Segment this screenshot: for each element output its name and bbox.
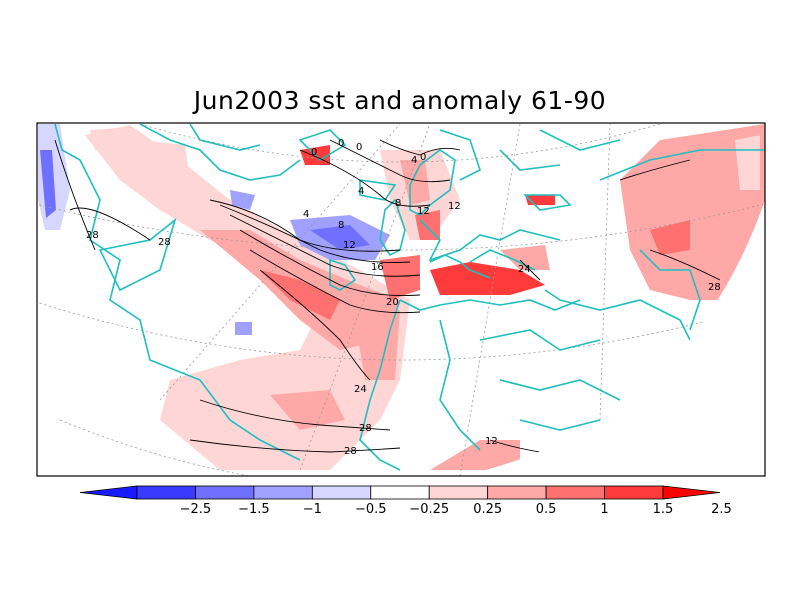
colorbar-tick-label: 1.5	[653, 502, 674, 517]
contour-label: 4	[411, 155, 417, 166]
contour-label: 12	[343, 240, 356, 251]
anomaly-shading	[38, 124, 765, 470]
contour-label: 24	[354, 384, 367, 395]
contour-label: 8	[338, 220, 344, 231]
colorbar-tick-label: −0.5	[355, 502, 387, 517]
colorbar-tick-label: −0.25	[409, 502, 449, 517]
colorbar-tick-label: 1	[600, 502, 608, 517]
contour-label: 16	[371, 262, 384, 273]
contour-label: 0	[356, 142, 362, 153]
colorbar-segment	[370, 485, 430, 500]
contour-label: 4	[358, 186, 364, 197]
contour-label: 28	[344, 446, 357, 457]
colorbar-segment	[545, 485, 605, 500]
contour-label: 28	[158, 237, 171, 248]
contour-label: 12	[485, 436, 498, 447]
contour-label: 24	[518, 264, 531, 275]
chart-title: Jun2003 sst and anomaly 61-90	[193, 86, 607, 115]
contour-label: 20	[386, 297, 399, 308]
colorbar: −2.5 −1.5 −1 −0.5 −0.25 0.25 0.5 1 1.5 2.5	[79, 485, 732, 517]
colorbar-segment	[662, 485, 721, 500]
contour-label: 0	[311, 147, 317, 158]
contour-label: 28	[86, 230, 99, 241]
contour-label: 28	[359, 423, 372, 434]
colorbar-segment	[311, 485, 372, 500]
colorbar-segment	[195, 485, 255, 500]
map-frame	[36, 122, 766, 477]
colorbar-segment	[136, 485, 196, 500]
contour-label: 28	[708, 282, 721, 293]
contour-label: 12	[448, 201, 461, 212]
colorbar-tick-label: −2.5	[180, 502, 212, 517]
colorbar-tick-label: 0.25	[473, 502, 502, 517]
colorbar-tick-label: 0.5	[536, 502, 557, 517]
coastlines	[54, 124, 765, 471]
contour-labels: 0 0 0 4 0 4 8 4 8 12 12 16 20 24 24 28 2…	[86, 138, 721, 457]
contour-label: 4	[303, 209, 309, 220]
contour-label: 8	[395, 198, 401, 209]
colorbar-tick-label: −1.5	[238, 502, 270, 517]
colorbar-segment	[487, 485, 547, 500]
contour-label: 12	[417, 206, 430, 217]
colorbar-segment	[253, 485, 313, 500]
colorbar-tick-label: −1	[303, 502, 322, 517]
colorbar-segment	[79, 485, 138, 500]
contour-label: 0	[420, 152, 426, 163]
colorbar-segment	[604, 485, 664, 500]
contour-label: 0	[338, 138, 344, 149]
colorbar-tick-label: 2.5	[711, 502, 732, 517]
colorbar-segment	[428, 485, 489, 500]
